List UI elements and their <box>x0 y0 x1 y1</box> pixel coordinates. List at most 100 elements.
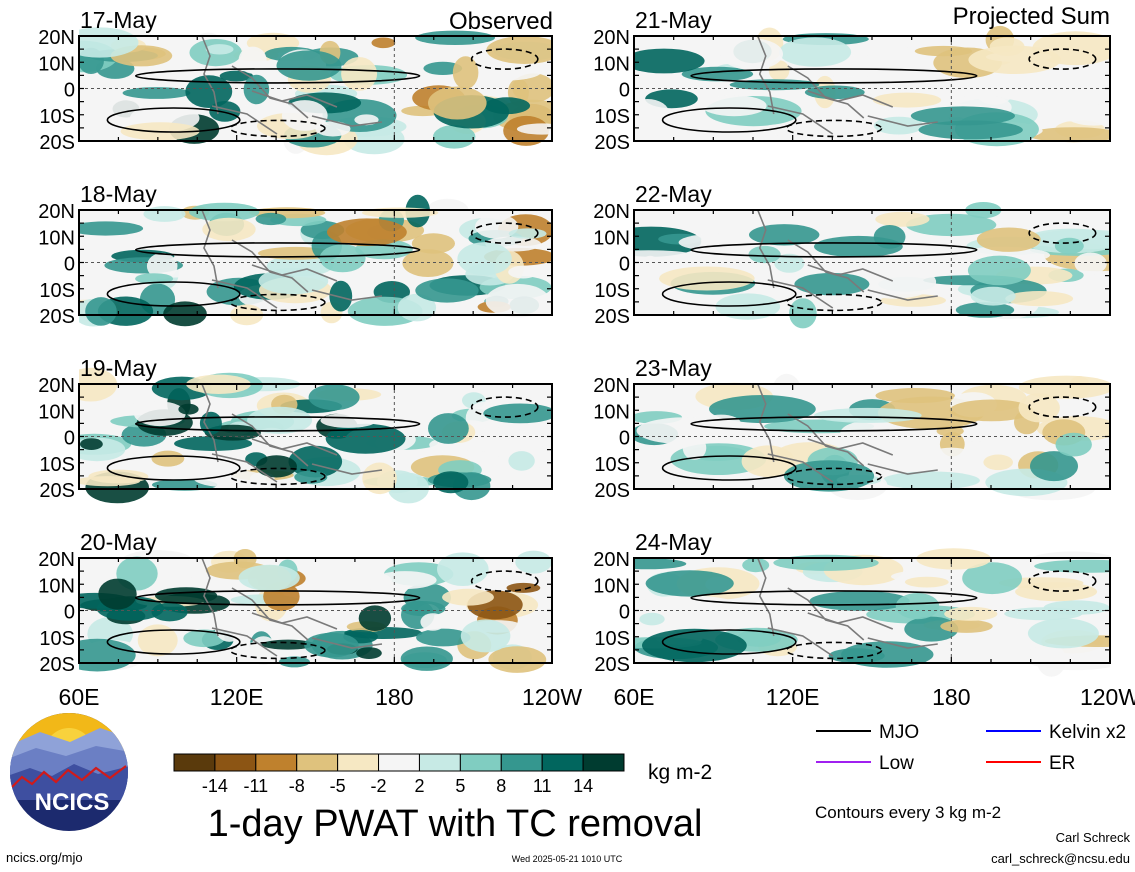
pwat-anomaly-blob <box>484 97 531 115</box>
mjo-contour <box>661 629 797 655</box>
pwat-anomaly-blob <box>634 99 670 129</box>
colorbar-label: -2 <box>371 776 387 796</box>
pwat-anomaly-blob <box>875 211 930 227</box>
y-tick-label: 0 <box>64 80 75 102</box>
pwat-anomaly-blob <box>276 50 342 81</box>
pwat-anomaly-blob <box>437 552 489 586</box>
pwat-anomaly-blob <box>146 252 178 280</box>
pwat-anomaly-blob <box>452 56 479 89</box>
panel-date-label: 24-May <box>635 529 712 555</box>
coastline <box>757 209 775 289</box>
pwat-anomaly-blob <box>151 602 188 622</box>
pwat-anomaly-blob <box>1027 618 1099 649</box>
pwat-anomaly-blob <box>872 92 942 108</box>
coastline <box>867 463 938 475</box>
mjo-contour-negative <box>785 119 883 138</box>
legend-label: MJO <box>879 722 919 743</box>
y-tick-label: 0 <box>64 254 75 276</box>
legend: MJO Kelvin x2 Low ER <box>816 722 1126 774</box>
mjo-contour-negative <box>470 48 539 70</box>
x-tick-label: 180 <box>375 684 413 710</box>
pwat-anomaly-blob <box>79 27 139 58</box>
pwat-anomaly-blob <box>475 214 519 239</box>
y-tick-label: 20S <box>39 132 75 154</box>
pwat-anomaly-blob <box>1055 432 1092 457</box>
coastlines <box>201 557 383 657</box>
pwat-anomaly-blob <box>983 454 1013 471</box>
mjo-contour-negative <box>470 222 539 244</box>
pwat-anomaly-blob <box>778 37 852 67</box>
pwat-anomaly-blob <box>893 46 915 80</box>
mjo-contour-negative <box>1028 570 1097 592</box>
panel-date-label: 21-May <box>635 7 712 33</box>
pwat-anomaly-blob <box>904 576 949 588</box>
coastlines <box>757 209 938 309</box>
pwat-anomaly-blob <box>294 470 328 484</box>
mjo-contour <box>106 629 241 655</box>
colorbar-label: -5 <box>330 776 346 796</box>
figure-title: 1-day PWAT with TC removal <box>208 803 703 845</box>
colorbar-swatch <box>214 753 257 772</box>
pwat-anomaly-blob <box>278 656 310 668</box>
pwat-anomaly-blob <box>255 212 287 226</box>
y-tick-label: 10N <box>38 575 75 597</box>
mjo-contour <box>690 416 978 432</box>
y-tick-label: 0 <box>64 428 75 450</box>
pwat-anomaly-blob <box>460 619 511 653</box>
y-tick-label: 0 <box>619 80 630 102</box>
colorbar-label: 8 <box>496 776 506 796</box>
pwat-anomaly-blob <box>79 268 143 290</box>
pwat-anomaly-blob <box>238 46 267 74</box>
pwat-anomaly-blob <box>258 267 329 295</box>
pwat-anomaly-blob <box>715 293 781 320</box>
pwat-anomaly-blob <box>411 233 455 254</box>
pwat-anomaly-blob <box>402 249 454 277</box>
pwat-anomaly-blob <box>256 455 297 478</box>
mjo-contour <box>661 455 797 481</box>
pwat-anomaly-blob <box>774 253 805 273</box>
pwat-anomaly-blob <box>1068 376 1091 399</box>
mjo-contour-negative <box>785 293 883 312</box>
coastline <box>311 115 383 127</box>
mjo-contour-negative <box>1028 222 1097 244</box>
coastline <box>787 65 865 119</box>
y-tick-label: 20S <box>39 654 75 676</box>
panel-date-label: 22-May <box>635 181 712 207</box>
panel-date-label: 23-May <box>635 355 712 381</box>
mjo-contour-negative <box>1028 396 1097 418</box>
colorbar-units: kg m-2 <box>648 761 712 784</box>
coastline <box>211 453 278 483</box>
pwat-anomaly-blob <box>976 227 1041 252</box>
pwat-anomaly-blob <box>325 423 406 454</box>
x-tick-label: 180 <box>932 684 970 710</box>
mjo-contour <box>134 416 421 432</box>
coastline <box>251 264 338 282</box>
pwat-anomaly-blob <box>508 228 547 239</box>
pwat-anomaly-blob <box>1005 291 1074 307</box>
timestamp: Wed 2025-05-21 1010 UTC <box>512 854 623 864</box>
pwat-anomaly-blob <box>428 413 469 444</box>
pwat-anomaly-blob <box>371 37 396 49</box>
x-tick-label: 60E <box>59 684 100 710</box>
mjo-contour-negative <box>1028 48 1097 70</box>
mjo-contours <box>661 222 1097 312</box>
pwat-anomaly-blob <box>639 612 665 626</box>
pwat-anomaly-blob <box>488 646 547 673</box>
pwat-anomaly-blob <box>736 629 781 647</box>
pwat-anomaly-blob <box>1043 600 1110 615</box>
mjo-contour-negative <box>785 467 883 486</box>
y-tick-label: 20S <box>39 306 75 328</box>
mjo-contour-negative <box>229 293 326 312</box>
mjo-contours <box>106 396 539 486</box>
pwat-anomaly-blob <box>457 242 512 276</box>
coastline <box>767 105 834 135</box>
pwat-anomaly-blob <box>1074 252 1107 275</box>
pwat-anomaly-blob <box>701 414 741 433</box>
legend-label: Kelvin x2 <box>1049 722 1126 743</box>
pwat-anomaly-blob <box>358 605 392 631</box>
coastline <box>787 413 865 467</box>
pwat-anomaly-blob <box>508 451 535 471</box>
